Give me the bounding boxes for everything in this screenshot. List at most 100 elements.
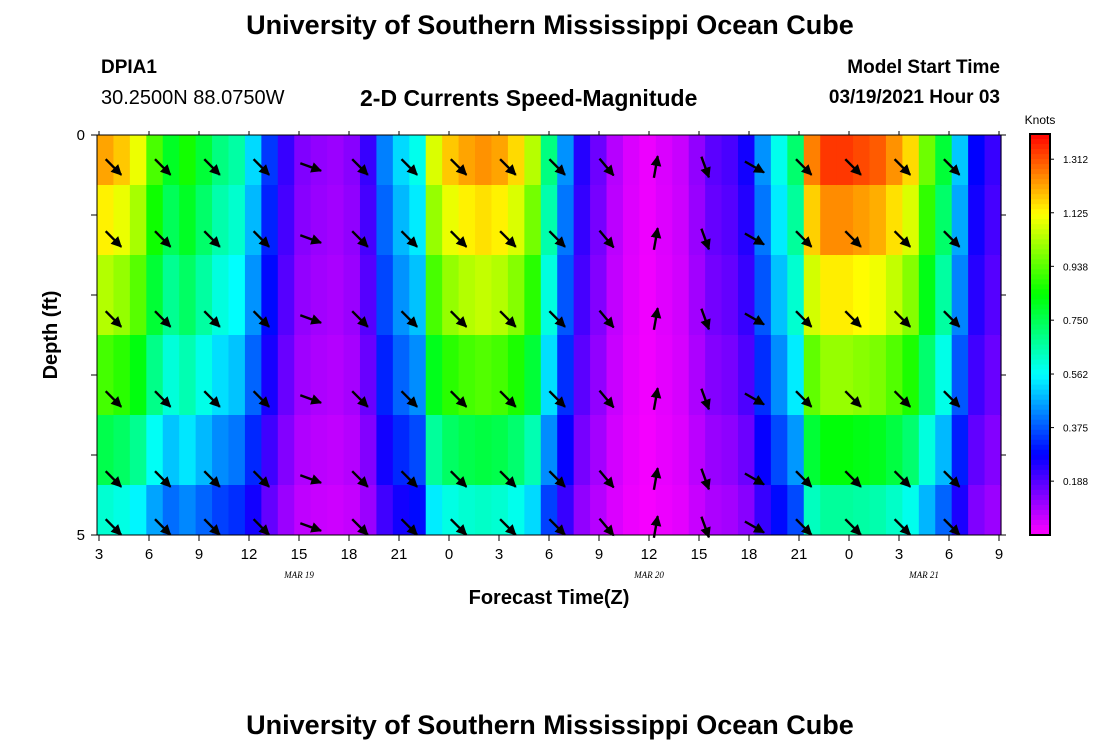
heatmap-cell [590,415,608,486]
heatmap-cell [655,485,673,536]
heatmap-cell [820,335,838,416]
x-tick-label: 0 [445,546,453,563]
current-arrow [548,518,566,536]
heatmap-cell [540,335,558,416]
heatmap-cell [803,255,821,336]
current-arrow [744,520,765,534]
current-arrow [844,310,862,328]
heatmap-cell [113,415,131,486]
heatmap-cell [409,415,427,486]
heatmap-cell [902,255,920,336]
heatmap-cell [688,185,706,256]
y-tick-label: 0 [77,127,85,144]
colorbar-segment [1030,409,1050,416]
current-arrow [104,158,123,176]
colorbar-segment [1030,489,1050,496]
heatmap-cell [491,415,509,486]
heatmap-cell [343,335,361,416]
current-arrow [449,158,468,176]
heatmap-cell [146,185,164,256]
heatmap-cell [458,255,476,336]
heatmap-cell [244,415,262,486]
current-arrow [499,158,517,176]
heatmap-cell [918,135,936,186]
heatmap-cell [327,335,345,416]
heatmap-cell [475,135,493,186]
colorbar-segment [1030,474,1050,481]
heatmap-cell [918,335,936,416]
current-arrow [795,470,813,488]
current-arrow [893,390,912,408]
x-tick-label: 18 [341,546,358,563]
colorbar-segment [1030,404,1050,411]
heatmap-cell [162,255,180,336]
model-start-value: 03/19/2021 Hour 03 [828,87,1000,108]
model-start-label: Model Start Time [847,57,1000,78]
colorbar-segment [1030,374,1050,381]
heatmap-cell [409,255,427,336]
station-id: DPIA1 [101,57,157,78]
heatmap-cell [425,255,443,336]
heatmap-cell [738,185,756,256]
heatmap-cell [557,255,575,336]
current-arrow [744,392,765,406]
heatmap-cell [113,255,131,336]
current-arrow [400,518,418,536]
heatmap-cell [277,255,295,336]
heatmap-cell [902,135,920,186]
colorbar-segment [1030,504,1050,511]
heatmap-cell [277,135,295,186]
heatmap-cell [951,185,969,256]
heatmap-cell [113,335,131,416]
heatmap-cell [359,415,378,486]
colorbar-segment [1030,229,1050,235]
current-arrow [795,310,813,328]
current-arrows [104,155,961,539]
colorbar-segment [1030,454,1050,461]
heatmap-cell [409,335,427,416]
current-arrow [104,470,123,488]
colorbar-segment [1030,149,1050,155]
current-arrow [449,230,468,248]
heatmap-cell [639,415,657,486]
heatmap-cell [820,485,838,536]
heatmap-cell [688,415,706,486]
heatmap-cell [507,185,525,256]
heatmap-cell [146,335,164,416]
x-axis-label: Forecast Time(Z) [469,587,630,609]
current-arrow [299,474,323,485]
x-tick-label: 21 [791,546,808,563]
colorbar-segment [1030,139,1050,145]
heatmap-cell [294,485,312,536]
colorbar-segment [1030,319,1050,326]
heatmap-cell [721,415,739,486]
heatmap-cell [343,485,361,536]
heatmap-cell [376,185,394,256]
heatmap-cell [573,485,591,536]
current-arrow [943,310,961,328]
current-arrow [252,310,270,328]
heatmap-cell [885,415,903,486]
current-arrow [351,310,369,328]
date-label: MAR 21 [908,570,939,580]
current-arrow [203,158,221,176]
heatmap-cell [968,335,986,416]
heatmap-cell [425,185,443,256]
heatmap-cell [902,335,920,416]
heatmap-cell [770,255,788,336]
heatmap-cell [869,335,887,416]
colorbar-segment [1030,224,1050,230]
colorbar-tick-label: 0.562 [1063,370,1088,381]
current-arrow [548,158,566,176]
heatmap-cell [392,335,410,416]
heatmap-cell [918,255,936,336]
heatmap-cell [327,255,345,336]
heatmap-cell [672,135,690,186]
footer-title: University of Southern Mississippi Ocean… [246,710,854,740]
current-arrow [943,230,961,248]
heatmap-cell [836,485,854,536]
current-arrow [499,518,517,536]
heatmap-cell [129,135,147,186]
heatmap-cell [820,255,838,336]
heatmap-cell [261,335,279,416]
